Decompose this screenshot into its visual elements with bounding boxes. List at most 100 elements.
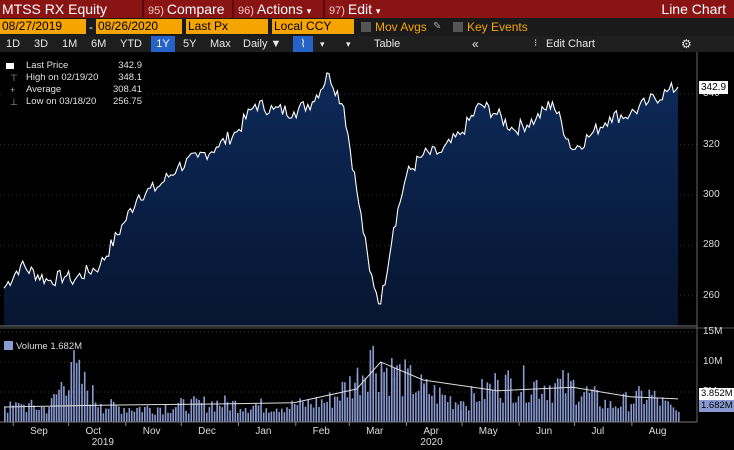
volume-bar	[307, 399, 309, 422]
volume-bar	[415, 392, 417, 422]
table-button[interactable]: Table	[374, 38, 401, 50]
volume-bar	[630, 404, 632, 422]
volume-bar	[612, 407, 614, 422]
volume-bar	[554, 383, 556, 422]
volume-bar	[372, 345, 374, 422]
chart-canvas[interactable]	[0, 52, 734, 444]
average-marker-icon: +	[10, 85, 16, 95]
volume-bar	[9, 401, 12, 422]
volume-bar	[572, 383, 575, 422]
mov-avgs-checkbox[interactable]	[361, 22, 371, 32]
volume-bar	[497, 380, 499, 422]
volume-bar	[446, 402, 449, 422]
volume-bar	[575, 404, 577, 422]
field-selector[interactable]: Last Px	[186, 19, 268, 34]
y-tick-label: 320	[703, 138, 720, 150]
volume-bar	[661, 397, 664, 422]
volume-bar	[35, 409, 38, 422]
period-3d[interactable]: 3D	[34, 38, 49, 50]
volume-bar	[304, 406, 307, 422]
chevron-down-icon[interactable]: ▾	[320, 39, 325, 49]
news-ticker	[0, 444, 734, 450]
volume-bar	[556, 378, 559, 422]
chevron-down-icon[interactable]: ▾	[346, 39, 351, 49]
volume-bar	[659, 405, 661, 422]
period-1d[interactable]: 1D	[6, 38, 21, 50]
start-date-field[interactable]: 08/27/2019	[0, 19, 86, 34]
volume-bar	[283, 412, 286, 422]
volume-bar	[89, 404, 91, 422]
volume-bar	[128, 408, 131, 422]
x-tick-label: Apr	[423, 426, 439, 437]
currency-selector[interactable]: Local CCY	[272, 19, 354, 34]
volume-bar	[507, 370, 509, 422]
volume-bar	[425, 379, 428, 422]
volume-bar	[268, 412, 270, 422]
volume-bar	[193, 396, 195, 422]
volume-bar	[237, 413, 239, 422]
edit-button[interactable]: 97) Edit ▾	[329, 0, 380, 18]
volume-bar	[100, 404, 102, 422]
volume-bar	[465, 406, 467, 422]
volume-bar	[525, 402, 528, 422]
volume-bar	[364, 378, 367, 422]
x-tick-label: Feb	[312, 426, 330, 437]
volume-bar	[110, 399, 112, 422]
compare-button[interactable]: 95) Compare	[148, 0, 225, 18]
settings-gear-icon[interactable]: ⚙	[681, 37, 692, 51]
volume-bar	[185, 410, 187, 422]
volume-bar	[293, 404, 296, 422]
volume-bar	[175, 407, 177, 422]
volume-bar	[522, 365, 525, 422]
volume-bar	[512, 402, 515, 422]
legend-label: Average	[26, 84, 62, 95]
volume-bar	[4, 407, 6, 422]
edit-chart-button[interactable]: Edit Chart	[546, 38, 595, 50]
pencil-icon[interactable]: ✎	[433, 21, 442, 32]
volume-bar	[656, 398, 659, 422]
mov-avgs-label[interactable]: Mov Avgs	[375, 20, 427, 34]
key-events-checkbox[interactable]	[453, 22, 463, 32]
volume-bar	[675, 410, 677, 422]
collapse-icon[interactable]: «	[472, 37, 479, 51]
volume-bar	[596, 390, 599, 422]
volume-bar	[375, 373, 377, 422]
volume-bar	[388, 395, 391, 422]
actions-button[interactable]: 96) Actions ▾	[238, 0, 311, 18]
line-chart-icon[interactable]: ⌇	[293, 36, 313, 52]
volume-bar	[218, 405, 221, 422]
volume-legend: Volume 1.682M	[4, 341, 82, 352]
volume-bar	[190, 399, 193, 422]
volume-bar	[588, 392, 591, 422]
volume-bar	[78, 359, 81, 422]
security-field[interactable]: MTSS RX Equity	[2, 1, 108, 17]
period-1m[interactable]: 1M	[62, 38, 78, 50]
volume-bar	[216, 401, 218, 422]
volume-bar	[593, 386, 596, 422]
key-events-label[interactable]: Key Events	[467, 20, 528, 34]
dropdown-icon: ▾	[306, 6, 312, 16]
end-date-field[interactable]: 08/26/2020	[96, 19, 182, 34]
volume-y-tick-label: 15M	[703, 326, 723, 337]
volume-bar	[396, 365, 398, 422]
volume-bar	[149, 407, 151, 422]
period-ytd[interactable]: YTD	[120, 38, 142, 50]
period-5y[interactable]: 5Y	[183, 38, 197, 50]
edit-chart-icon[interactable]: ⁝	[534, 38, 538, 49]
legend-value: 342.9	[118, 60, 142, 71]
volume-bar	[123, 408, 125, 422]
volume-bar	[291, 400, 293, 422]
volume-bar	[538, 398, 541, 422]
period-6m[interactable]: 6M	[91, 38, 107, 50]
volume-bar	[678, 411, 680, 422]
volume-bar	[83, 371, 86, 422]
period-max[interactable]: Max	[210, 38, 231, 50]
frequency-dropdown[interactable]: Daily ▼	[243, 38, 282, 50]
chart-type-title: Line Chart	[661, 1, 726, 17]
volume-bar	[288, 408, 291, 422]
volume-bar	[439, 387, 441, 422]
actions-number: 96)	[238, 5, 254, 17]
volume-bar	[262, 412, 265, 422]
volume-bar	[504, 374, 507, 422]
period-1y[interactable]: 1Y	[151, 36, 175, 52]
